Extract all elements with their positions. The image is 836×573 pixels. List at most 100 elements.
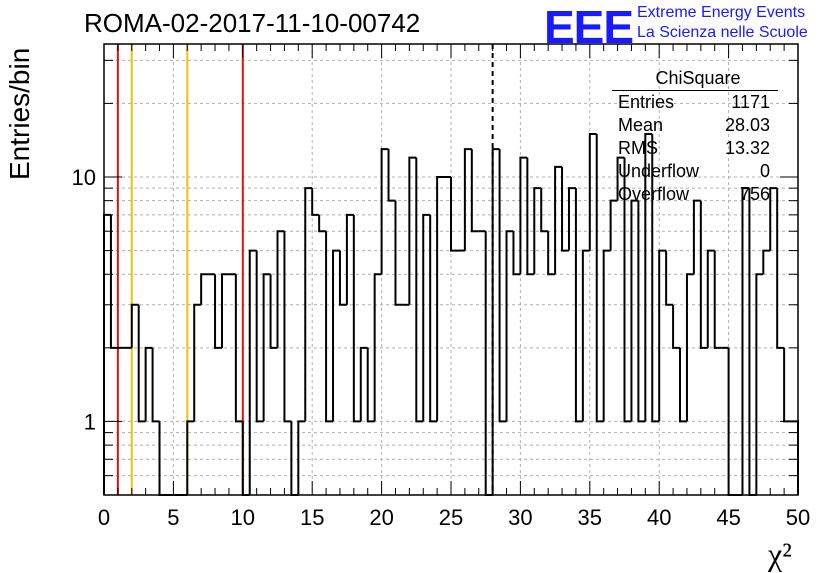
x-tick-label: 10 xyxy=(231,505,255,530)
stats-title: ChiSquare xyxy=(655,68,741,88)
histogram-bin xyxy=(422,213,431,422)
x-tick-label: 40 xyxy=(647,505,671,530)
histogram-bin xyxy=(276,230,285,348)
histogram-bin xyxy=(103,213,111,495)
histogram-bin xyxy=(630,199,639,422)
histogram-bin xyxy=(526,157,535,276)
histogram-bin xyxy=(130,303,139,348)
histogram-bin xyxy=(359,346,368,422)
x-axis-label: χ² xyxy=(768,536,792,572)
histogram-bin xyxy=(581,249,590,422)
histogram-bin xyxy=(755,273,764,495)
x-tick-label: 50 xyxy=(786,505,810,530)
stats-label: Entries xyxy=(618,92,675,112)
histogram-bin xyxy=(151,347,160,423)
histogram-bin xyxy=(429,214,438,423)
histogram-bin xyxy=(533,187,542,275)
histogram-bin xyxy=(706,249,715,348)
histogram-bin xyxy=(609,199,618,251)
stats-label: Mean xyxy=(618,115,664,135)
histogram-bin xyxy=(436,175,445,422)
histogram-bin xyxy=(234,274,243,423)
histogram-bin xyxy=(748,188,757,496)
histogram-bin xyxy=(332,249,340,422)
y-tick-label: 10 xyxy=(72,165,96,190)
stats-value: 1171 xyxy=(731,92,770,112)
stats-box: ChiSquare Entries 1171 Mean 28.03 RMS 13… xyxy=(610,68,778,206)
logo-text-line1: Extreme Energy Events xyxy=(637,4,806,21)
histogram-bin xyxy=(554,165,563,275)
histogram-bin xyxy=(512,231,521,276)
stats-value: 756 xyxy=(739,184,770,204)
logo-text-line2: La Scienza nelle Scuole xyxy=(637,24,808,41)
stats-row: Entries 1171 xyxy=(610,91,778,114)
stats-row: Underflow 0 xyxy=(610,160,778,183)
histogram-bin xyxy=(519,156,528,275)
stats-value: 13.32 xyxy=(724,138,770,158)
histogram-bin xyxy=(672,304,681,349)
histogram-bin xyxy=(567,187,576,251)
x-tick-label: 0 xyxy=(98,505,110,530)
histogram-bin xyxy=(387,149,396,202)
histogram-bin xyxy=(297,420,306,495)
x-tick-label: 20 xyxy=(369,505,393,530)
histogram-bin xyxy=(450,176,458,252)
histogram-bin xyxy=(262,273,271,422)
histogram-bin xyxy=(352,214,361,423)
histogram-bin xyxy=(325,231,334,423)
histogram-bin xyxy=(776,188,785,349)
histogram-bin xyxy=(373,273,382,422)
histogram-bin xyxy=(616,156,625,201)
histogram-bin xyxy=(214,274,222,349)
histogram-bin xyxy=(658,249,667,422)
histogram-bin xyxy=(602,249,611,422)
y-axis-label: Entries/bin xyxy=(4,47,35,180)
histogram-bin xyxy=(109,214,118,349)
histogram-bin xyxy=(304,187,313,422)
histogram-bin xyxy=(463,148,472,251)
stats-value: 0 xyxy=(759,161,770,181)
histogram-bin xyxy=(692,199,701,275)
stats-row: Overflow 756 xyxy=(610,183,778,206)
stats-row: Mean 28.03 xyxy=(610,114,778,137)
histogram-bin xyxy=(783,347,792,423)
stats-label: RMS xyxy=(618,138,658,158)
x-tick-label: 5 xyxy=(167,505,179,530)
stats-divider xyxy=(612,90,778,91)
histogram-bin xyxy=(255,250,264,423)
histogram-bin xyxy=(137,304,146,423)
histogram-bin xyxy=(415,157,424,423)
histogram-bin xyxy=(248,249,257,495)
histogram-bin xyxy=(644,132,653,422)
histogram-bin xyxy=(470,149,479,233)
histogram-bin xyxy=(338,250,347,306)
histogram-bin xyxy=(408,156,417,305)
histogram-bin xyxy=(637,200,646,423)
histogram-bin xyxy=(651,133,660,423)
histogram-bin xyxy=(186,420,195,495)
histogram-bin xyxy=(380,148,389,275)
histogram-bin xyxy=(283,231,292,423)
histogram-bin xyxy=(595,133,604,423)
y-tick-label: 1 xyxy=(84,409,96,434)
histogram-bin xyxy=(484,231,493,496)
histogram-bin xyxy=(623,157,632,423)
chart-title: ROMA-02-2017-11-10-00742 xyxy=(84,8,421,38)
histogram-bin xyxy=(200,273,209,305)
stats-label: Overflow xyxy=(618,184,690,204)
histogram-bin xyxy=(741,187,750,495)
histogram-bin xyxy=(665,250,674,306)
histogram-bin xyxy=(561,166,569,252)
x-tick-label: 25 xyxy=(439,505,463,530)
histogram-bin xyxy=(547,231,556,276)
x-tick-label: 45 xyxy=(716,505,740,530)
histogram-bin xyxy=(491,148,500,495)
histogram-bin xyxy=(269,274,278,349)
stats-value: 28.03 xyxy=(724,115,770,135)
histogram-bin xyxy=(762,249,771,275)
x-tick-label: 35 xyxy=(578,505,602,530)
stats-row: RMS 13.32 xyxy=(610,137,778,160)
histogram-bin xyxy=(366,347,375,423)
histogram-bin xyxy=(679,347,687,423)
histogram-bin xyxy=(699,200,708,349)
